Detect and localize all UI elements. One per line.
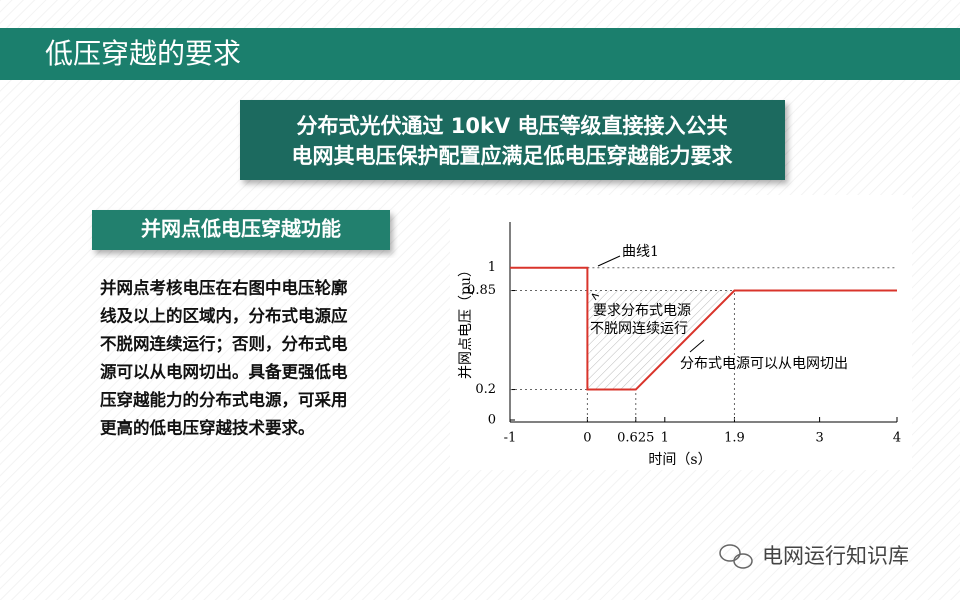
body-line: 线及以上的区域内，分布式电源应 [100,306,348,326]
y-tick-label: 0 [488,413,496,428]
body-line: 不脱网连续运行；否则，分布式电 [100,334,348,354]
y-tick-label: 0.85 [467,283,496,298]
x-axis-label: 时间（s） [648,452,711,468]
x-tick-label: 3 [815,431,823,446]
annotation: 不脱网连续运行 [590,320,688,337]
x-tick-label: 0 [583,431,591,446]
x-tick-label: 1.9 [724,431,745,446]
body-line: 并网点考核电压在右图中电压轮廓 [100,278,348,298]
annotation: 分布式电源可以从电网切出 [680,356,848,372]
callout-line: 电网其电压保护配置应满足低电压穿越能力要求 [292,144,733,168]
header-title: 低压穿越的要求 [45,37,241,70]
pointer [591,293,600,301]
chart: 0 0.2 0.85 1 -1 0 0.625 1 1.9 3 4 曲线1 时间（s） 并网点电压（pu）… [458,222,901,468]
x-tick-label: 4 [893,431,901,446]
line [510,266,897,391]
callout-box [240,100,785,180]
y-tick-label: 1 [488,260,496,275]
pointer [597,255,621,267]
body-line: 源可以从电网切出。具备更强低电 [100,362,348,382]
header-bar [0,28,960,80]
y-tick-label: 0.2 [475,382,496,397]
body-line: 更高的低电压穿越技术要求。 [100,418,315,438]
legend-label: 曲线1 [622,244,659,260]
hatched-region [587,290,735,390]
annotation: 要求分布式电源 [593,303,691,319]
x-tick-label: 1 [661,431,669,446]
x-tick-label: 0.625 [617,431,654,446]
watermark: 电网运行知识库 [762,544,909,568]
callout-line: 分布式光伏通过 10kV 电压等级直接接入公共 [296,114,727,138]
x-tick-label: -1 [504,431,517,446]
section-title: 并网点低电压穿越功能 [141,217,341,241]
pointer [689,339,705,353]
body-line: 压穿越能力的分布式电源，可采用 [100,390,348,410]
section-box [92,210,390,250]
y-axis-label: 并网点电压（pu） [458,263,474,379]
watermark-icon [719,544,753,569]
